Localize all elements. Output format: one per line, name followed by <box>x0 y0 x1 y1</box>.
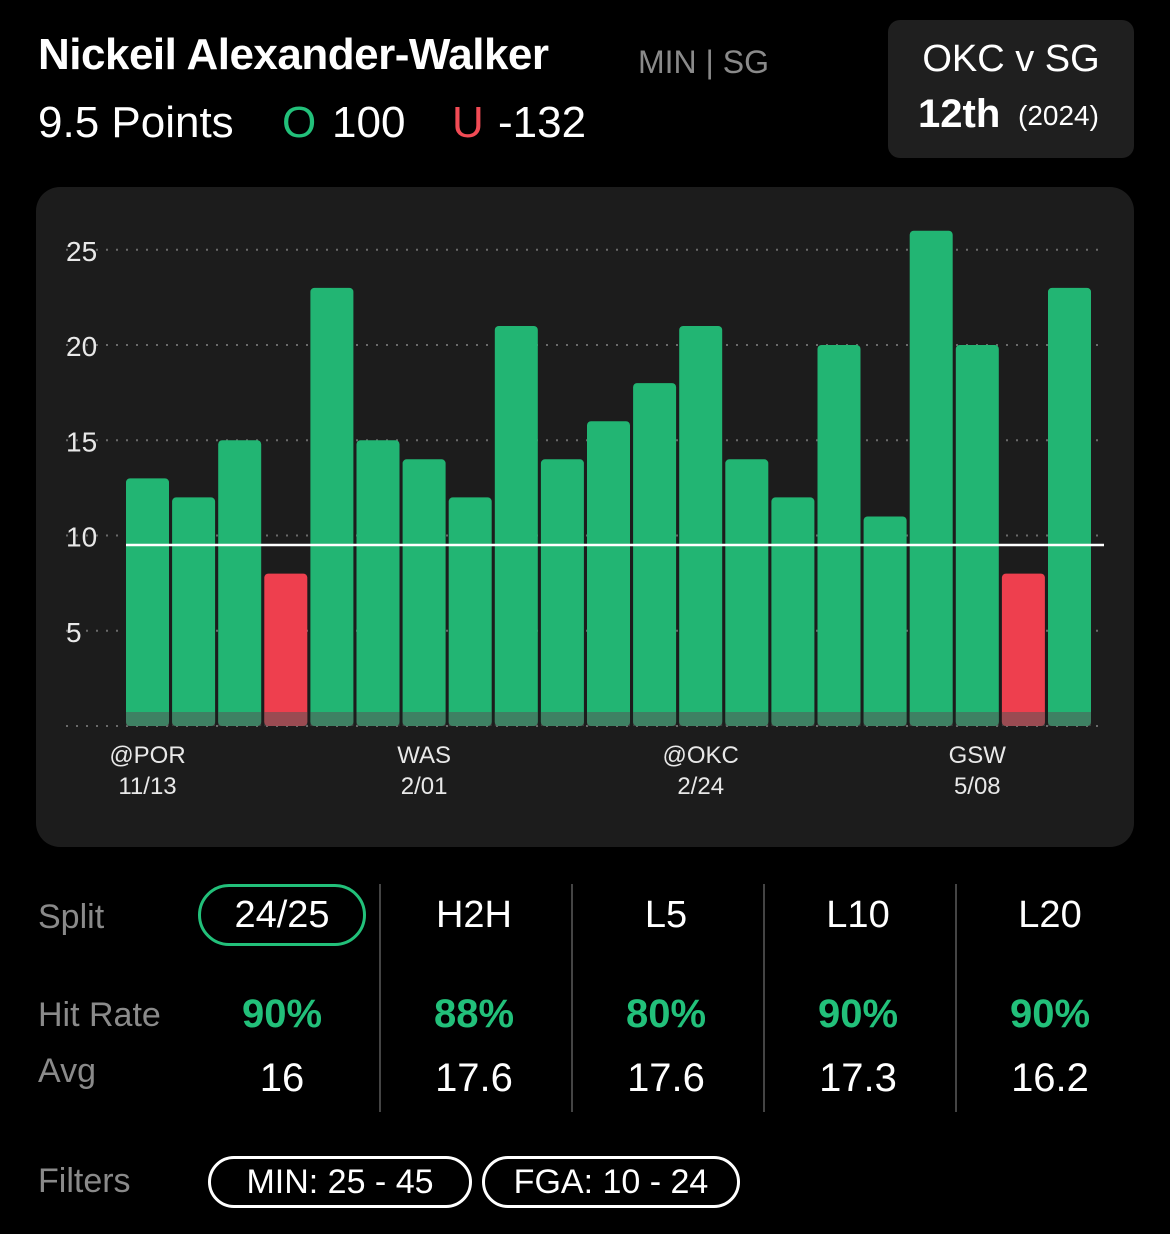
bar-base <box>264 712 308 726</box>
under-label[interactable]: U <box>452 98 484 147</box>
x-tick-date: 11/13 <box>118 773 176 800</box>
bar-base <box>540 712 584 726</box>
player-meta: MIN | SG <box>638 44 769 80</box>
avg-season: 16 <box>259 1056 305 1100</box>
player-name: Nickeil Alexander-Walker <box>38 30 549 79</box>
bar-base <box>172 712 216 726</box>
bar-base <box>909 712 953 726</box>
bar-base <box>863 712 907 726</box>
x-tick-date: 2/01 <box>401 773 448 800</box>
filter-pill-fga[interactable]: FGA: 10 - 24 <box>482 1156 740 1208</box>
filters-label: Filters <box>38 1162 131 1200</box>
hit-rate-l10: 90% <box>817 992 899 1036</box>
bar <box>310 287 354 726</box>
bar <box>725 459 769 726</box>
bar <box>494 325 538 726</box>
x-tick-opponent: WAS <box>397 742 451 769</box>
bar <box>1048 287 1091 726</box>
x-tick-opponent: @POR <box>109 742 185 769</box>
bar-base <box>218 712 262 726</box>
bar-base <box>587 712 630 726</box>
matchup-card[interactable]: OKC v SG 12th (2024) <box>888 20 1134 158</box>
bar-base <box>771 712 815 726</box>
bar <box>448 497 492 726</box>
bar <box>863 516 907 726</box>
bar-base <box>955 712 999 726</box>
avg-label: Avg <box>38 1052 96 1090</box>
bar <box>402 459 446 726</box>
bar-base <box>126 712 169 726</box>
bar-base <box>1048 712 1091 726</box>
x-tick-opponent: @OKC <box>663 742 739 769</box>
bar <box>126 478 169 726</box>
bar-base <box>494 712 538 726</box>
over-odds[interactable]: 100 <box>332 98 406 147</box>
bar <box>771 497 815 726</box>
bar <box>633 383 677 726</box>
x-tick-date: 5/08 <box>954 773 1001 800</box>
column-divider <box>955 884 957 1112</box>
split-selected-pill[interactable] <box>198 884 366 946</box>
split-tab-l5[interactable]: L5 <box>644 894 688 936</box>
x-tick-date: 2/24 <box>677 773 724 800</box>
prop-line: 9.5 Points <box>38 98 234 147</box>
matchup-rank: 12th <box>918 92 1001 136</box>
hit-rate-l20: 90% <box>1009 992 1091 1036</box>
bar <box>218 440 262 726</box>
hit-rate-h2h: 88% <box>433 992 515 1036</box>
bar <box>955 345 999 726</box>
chart-card: 5 10 15 20 25 @POR 11/13 WAS 2/01 @OKC 2/24 GSW 5/08 <box>36 187 1134 847</box>
split-tab-season[interactable]: 24/25 <box>234 894 330 936</box>
bar-base <box>448 712 492 726</box>
bar <box>817 345 861 726</box>
split-tab-l10[interactable]: L10 <box>826 894 890 936</box>
split-tab-l20[interactable]: L20 <box>1018 894 1082 936</box>
column-divider <box>571 884 573 1112</box>
bar <box>540 459 584 726</box>
bar-base <box>679 712 723 726</box>
bar-base <box>1001 712 1045 726</box>
split-tab-h2h[interactable]: H2H <box>435 894 513 936</box>
filter-pill-minutes[interactable]: MIN: 25 - 45 <box>208 1156 472 1208</box>
bar <box>264 573 308 726</box>
x-tick-opponent: GSW <box>949 742 1007 769</box>
bar <box>679 325 723 726</box>
column-divider <box>763 884 765 1112</box>
bar-base <box>356 712 400 726</box>
avg-l20: 16.2 <box>1011 1056 1089 1100</box>
avg-l5: 17.6 <box>627 1056 705 1100</box>
y-tick-label: 25 <box>66 236 97 267</box>
column-divider <box>379 884 381 1112</box>
bar <box>356 440 400 726</box>
bar-base <box>725 712 769 726</box>
hit-rate-label: Hit Rate <box>38 996 161 1034</box>
matchup-title: OKC v SG <box>922 38 1100 80</box>
avg-l10: 17.3 <box>819 1056 897 1100</box>
bar <box>172 497 216 726</box>
matchup-year: (2024) <box>1018 100 1099 131</box>
bar-base <box>817 712 861 726</box>
bar-base <box>402 712 446 726</box>
y-tick-label: 15 <box>66 426 97 457</box>
bar-base <box>633 712 677 726</box>
points-bar-chart: 5 10 15 20 25 @POR 11/13 WAS 2/01 @OKC 2/24 GSW 5/08 <box>66 230 1104 800</box>
bar <box>1001 573 1045 726</box>
split-label: Split <box>38 898 105 936</box>
under-odds[interactable]: -132 <box>498 98 587 147</box>
avg-h2h: 17.6 <box>435 1056 513 1100</box>
y-tick-label: 5 <box>66 617 82 648</box>
y-tick-label: 10 <box>66 522 97 553</box>
hit-rate-season: 90% <box>241 992 323 1036</box>
bar-base <box>310 712 354 726</box>
hit-rate-l5: 80% <box>625 992 707 1036</box>
bar <box>909 230 953 726</box>
over-label[interactable]: O <box>282 98 317 147</box>
bar <box>587 421 630 726</box>
y-tick-label: 20 <box>66 331 97 362</box>
